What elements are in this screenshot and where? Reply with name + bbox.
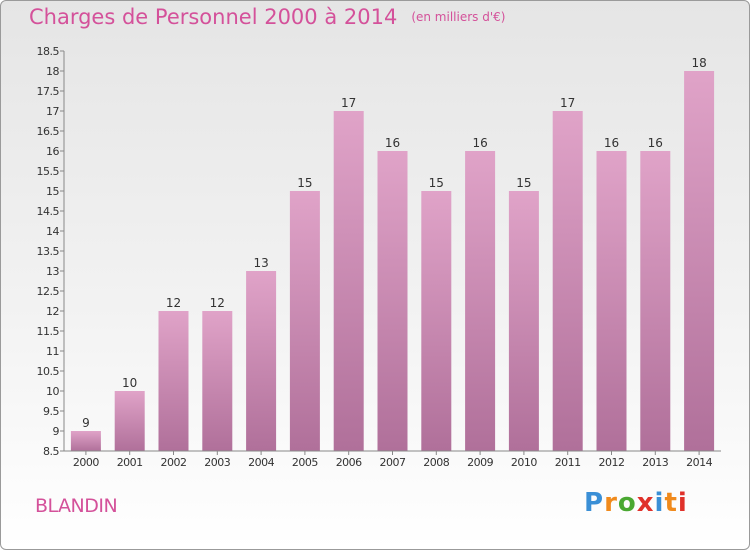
logo-letter: i: [677, 488, 688, 518]
bar-value-label: 17: [341, 96, 356, 110]
y-tick-label: 14.5: [37, 205, 60, 218]
chart-subtitle: (en milliers d'€): [411, 10, 506, 24]
bar-value-label: 17: [560, 96, 575, 110]
bar-value-label: 18: [691, 56, 706, 70]
y-tick-label: 17: [46, 105, 59, 118]
bar-value-label: 15: [297, 176, 312, 190]
bar-2006: [333, 111, 364, 451]
chart-title: Charges de Personnel 2000 à 2014 (en mill…: [29, 5, 506, 29]
y-tick-label: 10.5: [37, 365, 60, 378]
bar-2000: [70, 431, 101, 451]
x-tick-label: 2010: [511, 456, 537, 469]
bar-value-label: 16: [604, 136, 619, 150]
bar-2009: [465, 151, 496, 451]
x-tick-label: 2014: [686, 456, 712, 469]
y-tick-label: 8.5: [43, 445, 59, 458]
y-tick-label: 13.5: [37, 245, 60, 258]
logo-letter: o: [617, 488, 637, 518]
x-tick-label: 2000: [73, 456, 99, 469]
x-tick-label: 2002: [161, 456, 187, 469]
bar-2004: [246, 271, 277, 451]
bar-value-label: 16: [472, 136, 487, 150]
y-tick-label: 11.5: [37, 325, 60, 338]
x-tick-label: 2007: [380, 456, 406, 469]
y-tick-label: 18.5: [37, 45, 60, 58]
x-tick-label: 2004: [248, 456, 274, 469]
bar-value-label: 12: [210, 296, 225, 310]
bar-2008: [421, 191, 452, 451]
y-tick-label: 12.5: [37, 285, 60, 298]
logo-letter: x: [636, 488, 655, 518]
proxiti-logo: Proxiti: [584, 488, 688, 518]
bar-value-label: 16: [385, 136, 400, 150]
x-tick-label: 2013: [642, 456, 668, 469]
x-tick-label: 2003: [204, 456, 230, 469]
bar-2011: [552, 111, 583, 451]
y-tick-label: 16: [46, 145, 59, 158]
y-tick-label: 10: [46, 385, 59, 398]
bar-2003: [202, 311, 233, 451]
bar-2013: [640, 151, 671, 451]
x-tick-label: 2011: [555, 456, 581, 469]
logo-letter: P: [584, 488, 605, 518]
x-tick-label: 2012: [599, 456, 625, 469]
y-tick-label: 18: [46, 65, 59, 78]
x-tick-label: 2009: [467, 456, 493, 469]
y-tick-label: 11: [46, 345, 59, 358]
x-tick-label: 2005: [292, 456, 318, 469]
bar-2005: [289, 191, 320, 451]
y-tick-label: 15.5: [37, 165, 60, 178]
bar-value-label: 13: [253, 256, 268, 270]
bar-value-label: 9: [82, 416, 90, 430]
y-tick-label: 12: [46, 305, 59, 318]
bar-value-label: 16: [648, 136, 663, 150]
bar-2010: [508, 191, 539, 451]
logo-letter: r: [604, 488, 618, 518]
y-tick-label: 13: [46, 265, 59, 278]
bar-2014: [684, 71, 715, 451]
bar-2001: [114, 391, 145, 451]
bar-value-label: 10: [122, 376, 137, 390]
commune-name: BLANDIN: [35, 495, 118, 517]
bar-2007: [377, 151, 408, 451]
bar-value-label: 15: [429, 176, 444, 190]
x-tick-label: 2006: [336, 456, 362, 469]
y-tick-label: 14: [46, 225, 59, 238]
logo-letter: t: [664, 488, 678, 518]
x-tick-label: 2008: [423, 456, 449, 469]
y-tick-label: 17.5: [37, 85, 60, 98]
x-tick-label: 2001: [117, 456, 143, 469]
bar-value-label: 15: [516, 176, 531, 190]
y-tick-label: 9.5: [43, 405, 59, 418]
logo-letter: i: [654, 488, 665, 518]
y-tick-label: 15: [46, 185, 59, 198]
bar-value-label: 12: [166, 296, 181, 310]
bar-2012: [596, 151, 627, 451]
y-tick-label: 9: [53, 425, 60, 438]
bar-2002: [158, 311, 189, 451]
y-tick-label: 16.5: [37, 125, 60, 138]
